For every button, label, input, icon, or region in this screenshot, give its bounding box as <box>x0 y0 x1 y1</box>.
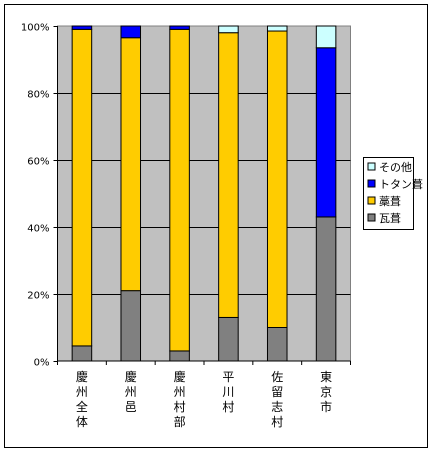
bar-segment <box>266 25 288 32</box>
y-axis-ticks: 0% 20% 40% 60% 80% 100% <box>21 23 58 369</box>
bar-segment <box>266 30 288 329</box>
x-tick-label: 村 <box>174 400 186 414</box>
x-tick-label: 東 <box>320 370 332 384</box>
y-tick-label: 40% <box>27 224 49 235</box>
y-tick-label: 0% <box>34 358 50 369</box>
bar-segment <box>218 32 239 318</box>
legend-swatch <box>367 179 376 188</box>
x-tick-label: 村 <box>271 415 283 429</box>
bar-segment <box>218 25 239 34</box>
bar-segment <box>120 290 142 362</box>
gridlines <box>57 93 351 295</box>
bar-segment <box>315 25 337 49</box>
legend-swatch <box>367 213 376 222</box>
x-tick-label: 佐 <box>271 370 283 384</box>
x-tick-label: 体 <box>76 415 88 429</box>
bar-segment <box>315 216 337 362</box>
bar-segment <box>169 350 190 362</box>
bar-segment <box>315 47 337 218</box>
x-tick-label: 志 <box>271 400 283 414</box>
y-tick-label: 80% <box>27 90 49 101</box>
legend-swatch <box>367 196 376 205</box>
x-tick-label: 留 <box>271 385 283 399</box>
x-tick-label: 市 <box>320 399 332 414</box>
bar-segment <box>71 345 93 362</box>
x-tick-label: 慶 <box>125 370 137 384</box>
x-tick-label: 村 <box>222 400 234 414</box>
plot-area <box>57 25 351 362</box>
bar-segment <box>169 25 190 30</box>
x-tick-label: 慶 <box>174 370 186 384</box>
legend-label: 瓦葺 <box>379 212 401 225</box>
x-tick-label: 京 <box>320 385 332 399</box>
x-tick-label: 全 <box>76 399 88 414</box>
legend-label: その他 <box>379 161 412 174</box>
y-tick-label: 100% <box>21 23 50 34</box>
x-tick-label: 平 <box>222 370 234 384</box>
x-tick-label: 慶 <box>76 370 88 384</box>
bar-segment <box>120 25 142 39</box>
y-tick-label: 20% <box>27 291 49 302</box>
x-tick-label: 州 <box>76 385 88 399</box>
x-tick-label: 川 <box>222 385 234 399</box>
bars <box>71 25 337 362</box>
legend-label: 藁葺 <box>379 195 401 208</box>
bar-segment <box>71 28 93 347</box>
bar-segment <box>71 25 93 30</box>
y-tick-label: 60% <box>27 157 49 168</box>
bar-segment <box>218 316 239 362</box>
bar-segment <box>266 327 288 362</box>
x-tick-label: 部 <box>174 414 186 429</box>
x-tick-label: 州 <box>174 385 186 399</box>
legend-swatch <box>367 162 376 171</box>
x-tick-label: 州 <box>125 385 137 399</box>
x-tick-label: 邑 <box>125 400 137 414</box>
bar-segment <box>120 37 142 292</box>
bar-segment <box>169 28 190 352</box>
legend-label: トタン葺 <box>379 178 423 191</box>
